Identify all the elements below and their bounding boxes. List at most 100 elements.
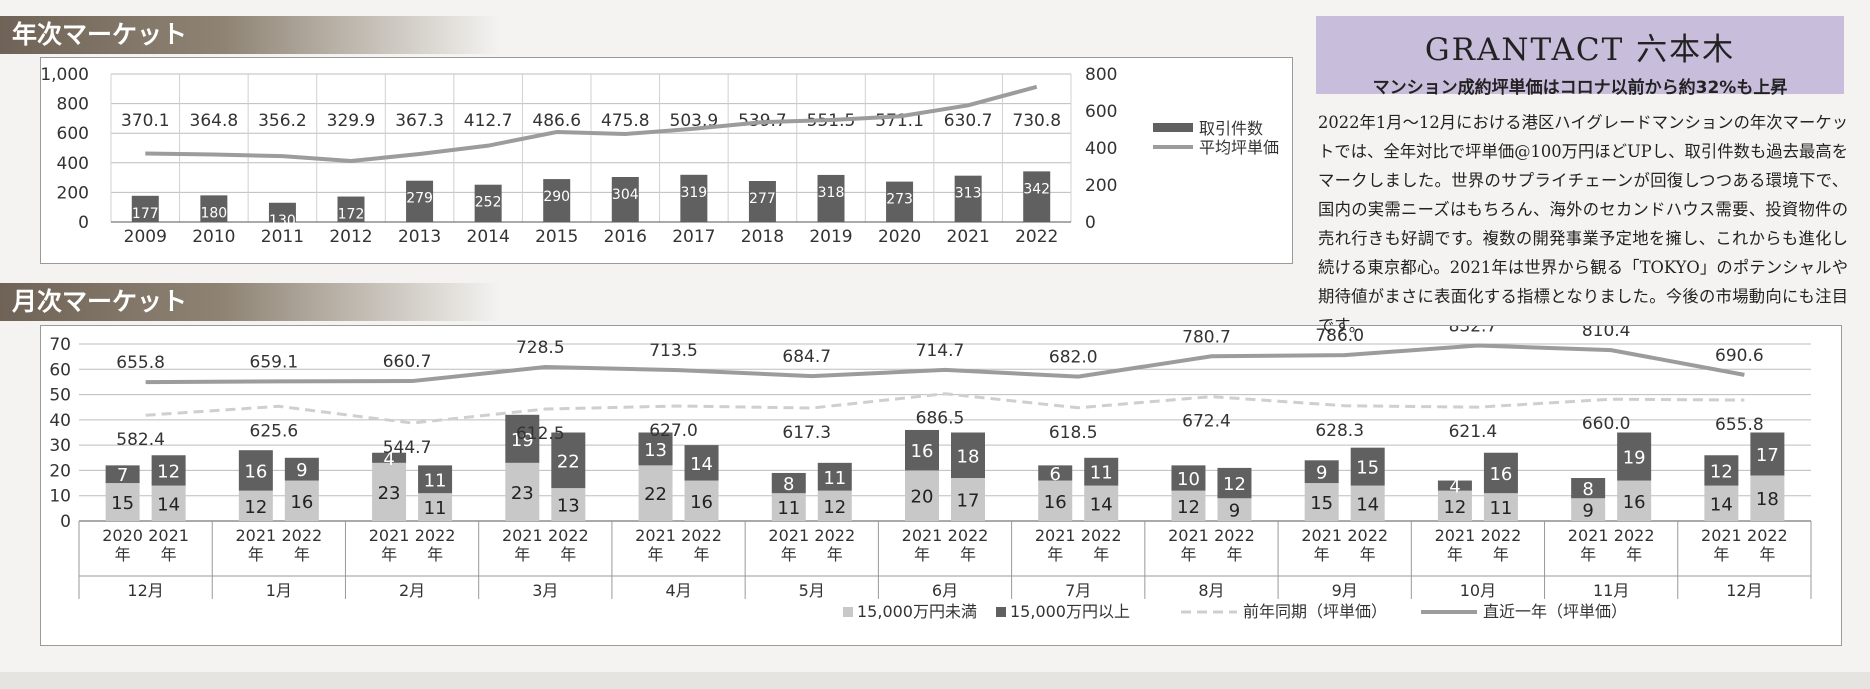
bar-over-label: 12 (157, 461, 180, 482)
x-tick-label: 2015 (535, 227, 578, 247)
bar-under-10月-2022 (1483, 493, 1518, 521)
footer-bar (0, 672, 1870, 689)
bar-2014 (474, 184, 502, 222)
line-label: 367.3 (395, 111, 444, 131)
legend-count-label: 取引件数 (1199, 119, 1263, 138)
y-tick-right: 400 (1085, 139, 1117, 159)
bar-over-4月-2021 (638, 432, 673, 466)
bar-label: 252 (475, 195, 502, 211)
bar-over-8月-2021 (1171, 465, 1206, 491)
bar-under-6月-2021 (905, 470, 939, 521)
bar-under-label: 11 (1489, 498, 1512, 519)
x-year-label: 2021 (235, 526, 276, 545)
line-label: 486.6 (532, 111, 581, 131)
x-year-label: 2022 (1747, 526, 1788, 545)
bar-over-1月-2021 (238, 450, 273, 491)
prev-price-label: 582.4 (116, 430, 165, 450)
bar-label: 304 (612, 187, 639, 203)
line-label: 356.2 (258, 111, 307, 131)
x-year-suffix: 年 (1759, 545, 1775, 564)
x-year-label: 2021 (1701, 526, 1742, 545)
legend-count-swatch (1153, 123, 1193, 132)
x-year-label: 2021 (1301, 526, 1342, 545)
bar-under-12月-2021 (1704, 485, 1739, 521)
bar-under-label: 22 (644, 484, 667, 505)
x-tick-label: 2018 (741, 227, 784, 247)
x-month-label: 4月 (665, 581, 691, 600)
prev-price-label: 672.4 (1182, 412, 1231, 432)
recent-price-label: 660.7 (383, 352, 432, 372)
y-tick: 50 (49, 386, 71, 406)
bar-over-label: 4 (1449, 477, 1460, 498)
x-year-label: 2022 (415, 526, 456, 545)
legend-over-label: 15,000万円以上 (1010, 602, 1130, 621)
recent-price-label: 714.7 (916, 341, 965, 361)
bar-label: 273 (886, 192, 913, 208)
bar-2016 (611, 177, 639, 222)
bar-over-label: 7 (117, 465, 128, 486)
x-year-label: 2022 (548, 526, 589, 545)
y-tick-right: 0 (1085, 213, 1096, 233)
bar-over-label: 11 (823, 468, 846, 489)
recent-price-label: 780.7 (1182, 327, 1231, 347)
recent-price-label: 810.4 (1582, 326, 1631, 341)
bar-under-label: 14 (1356, 494, 1379, 515)
bar-over-5月-2021 (771, 472, 806, 494)
bar-under-label: 16 (1044, 492, 1067, 513)
x-tick-label: 2009 (124, 227, 167, 247)
bar-under-8月-2022 (1217, 498, 1252, 521)
x-year-label: 2022 (681, 526, 722, 545)
x-year-suffix: 年 (1180, 545, 1196, 564)
x-year-label: 2021 (1568, 526, 1609, 545)
line-label: 412.7 (464, 111, 513, 131)
bar-over-label: 16 (911, 441, 934, 462)
prev-price-label: 618.5 (1049, 423, 1098, 443)
bar-under-12月-2020 (105, 483, 140, 521)
x-month-label: 10月 (1460, 581, 1496, 600)
grantact-subtitle: マンション成約坪単価はコロナ以前から約32%も上昇 (1372, 78, 1788, 98)
bar-under-5月-2022 (817, 490, 852, 521)
bar-over-label: 11 (1090, 463, 1113, 484)
avg-price-line (145, 84, 1038, 163)
bar-over-11月-2022 (1617, 432, 1652, 481)
bar-under-5月-2021 (771, 493, 806, 521)
bar-label: 180 (200, 205, 227, 221)
recent-price-label: 655.8 (116, 353, 165, 373)
bar-under-1月-2022 (284, 480, 319, 521)
x-year-label: 2021 (1435, 526, 1476, 545)
prev-price-label: 544.7 (383, 438, 432, 458)
bar-label: 342 (1023, 181, 1050, 197)
bar-under-4月-2021 (638, 465, 673, 521)
prev-price-label: 625.6 (250, 421, 299, 441)
bar-under-11月-2022 (1617, 480, 1652, 521)
bar-under-7月-2022 (1084, 485, 1119, 521)
bar-under-label: 13 (557, 496, 580, 517)
bar-over-label: 12 (1223, 474, 1246, 495)
bar-2018 (748, 181, 776, 222)
x-month-label: 3月 (532, 581, 558, 600)
monthly-chart-panel: 0 10 20 30 40 50 60 70 15 7 2020 年 14 12 2021 年 12月 655.8… (40, 317, 1842, 646)
x-tick-label: 2014 (467, 227, 510, 247)
y-tick-left: 800 (57, 95, 89, 115)
bar-over-11月-2021 (1571, 478, 1606, 499)
x-year-suffix: 年 (960, 545, 976, 564)
bar-over-6月-2021 (905, 429, 939, 471)
bar-under-1月-2021 (238, 490, 273, 521)
recent-price-label: 659.1 (250, 352, 299, 372)
bar-over-label: 9 (1316, 463, 1327, 484)
x-year-label: 2021 (148, 526, 189, 545)
bar-under-6月-2022 (951, 478, 985, 521)
bar-over-label: 18 (957, 446, 980, 467)
bar-2021 (954, 175, 982, 222)
x-tick-label: 2022 (1015, 227, 1058, 247)
x-year-label: 2021 (502, 526, 543, 545)
legend-over-swatch (996, 607, 1006, 617)
bar-under-label: 15 (111, 493, 134, 514)
x-month-label: 12月 (1726, 581, 1762, 600)
bar-over-label: 6 (1050, 464, 1061, 485)
line-label: 730.8 (1012, 111, 1061, 131)
x-tick-label: 2016 (604, 227, 647, 247)
bar-over-12月-2022 (1750, 432, 1785, 476)
x-year-label: 2021 (369, 526, 410, 545)
bar-under-3月-2022 (551, 488, 586, 521)
